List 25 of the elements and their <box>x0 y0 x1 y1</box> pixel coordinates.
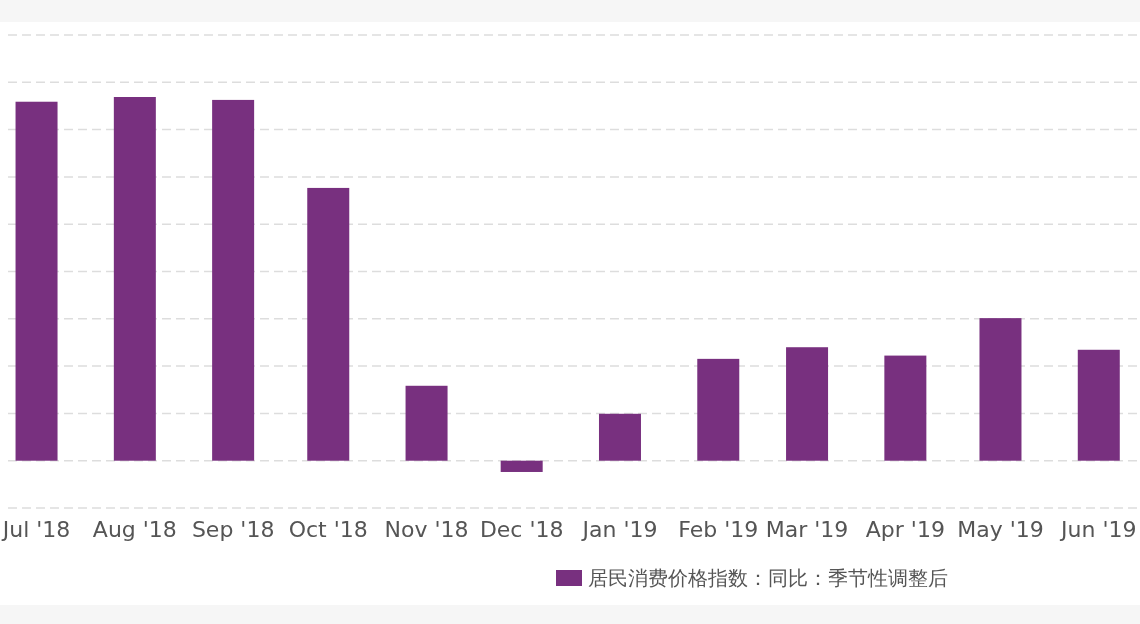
bar <box>786 347 829 461</box>
x-tick-label: Jul '18 <box>0 517 71 542</box>
bar <box>500 460 543 472</box>
x-tick-label: Feb '19 <box>678 517 759 542</box>
bar <box>697 358 740 461</box>
x-tick-label: Apr '19 <box>865 517 945 542</box>
x-tick-label: Aug '18 <box>92 517 177 542</box>
bar <box>1077 349 1120 461</box>
x-tick-label: Oct '18 <box>288 517 368 542</box>
x-tick-label: May '19 <box>957 517 1044 542</box>
bar <box>15 101 58 461</box>
x-tick-label: Jun '19 <box>1059 517 1137 542</box>
bar <box>405 385 448 461</box>
bar <box>979 318 1022 461</box>
bar <box>307 187 350 461</box>
bar <box>884 355 927 461</box>
bar <box>113 97 156 461</box>
x-tick-label: Sep '18 <box>191 517 275 542</box>
x-tick-label: Nov '18 <box>384 517 469 542</box>
x-tick-label: Dec '18 <box>479 517 564 542</box>
x-tick-label: Mar '19 <box>765 517 849 542</box>
bar <box>212 99 255 461</box>
x-tick-label: Jan '19 <box>580 517 658 542</box>
legend-label: 居民消费价格指数：同比：季节性调整后 <box>588 566 948 590</box>
bar <box>598 413 641 461</box>
